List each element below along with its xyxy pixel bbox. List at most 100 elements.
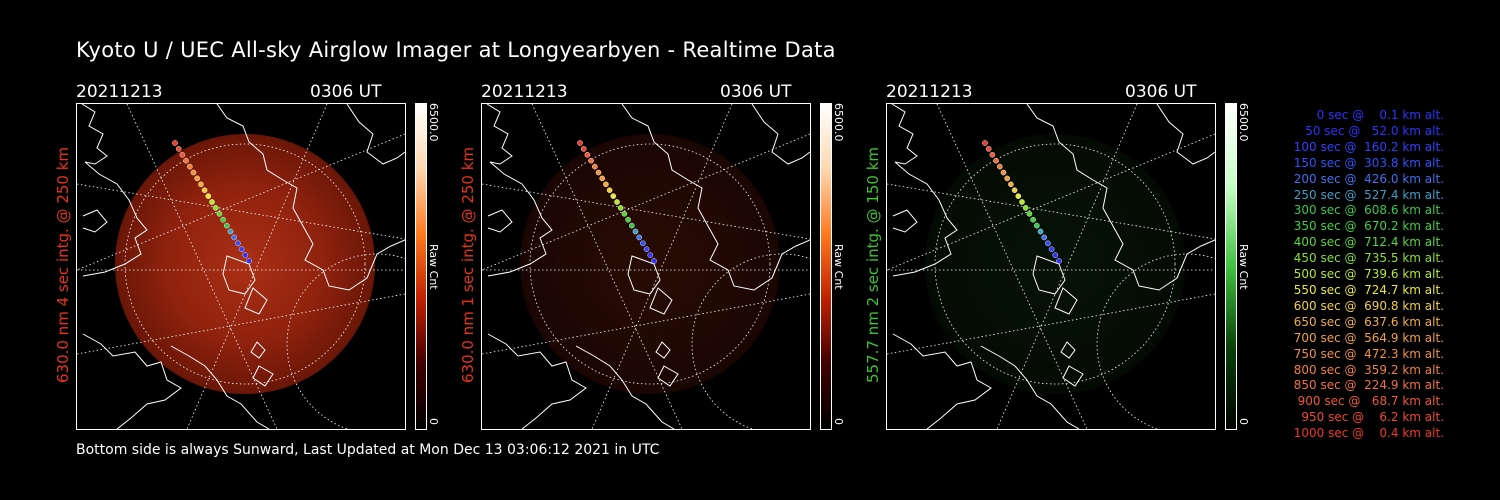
track-point <box>231 234 237 241</box>
panel-3-wavelength-label: 557.7 nm 2 sec intg. @ 150 km <box>864 146 882 384</box>
track-point <box>592 163 598 170</box>
panel-1-sky-image <box>76 103 406 430</box>
track-point <box>985 146 992 152</box>
track-point <box>595 169 602 176</box>
legend-row: 0 sec @ 0.1 km alt. <box>1305 108 1444 122</box>
legend-row: 50 sec @ 52.0 km alt. <box>1297 123 1444 138</box>
panel-2-colorbar <box>820 103 832 430</box>
legend-row: 500 sec @ 739.6 km alt. <box>1289 267 1444 282</box>
airglow-field <box>115 134 375 394</box>
legend-row: 350 sec @ 670.2 km alt. <box>1289 219 1444 234</box>
track-point <box>1045 240 1051 247</box>
coastline <box>657 365 679 387</box>
coastline <box>891 104 918 165</box>
coastline <box>892 161 958 277</box>
track-point <box>1026 211 1033 217</box>
sky-map-svg <box>482 104 810 429</box>
coastline <box>82 209 108 233</box>
legend-row: 200 sec @ 426.0 km alt. <box>1289 171 1444 186</box>
track-point <box>205 193 212 199</box>
panel-3-sky-image <box>886 103 1216 430</box>
coastline <box>222 255 256 295</box>
track-point <box>989 152 996 158</box>
panel-1-date: 20211213 <box>76 82 163 102</box>
track-point <box>1019 199 1025 205</box>
coastline <box>1026 104 1215 291</box>
panel-3-colorbar-label: Raw Cnt <box>1237 244 1250 290</box>
legend-row: 900 sec @ 68.7 km alt. <box>1293 394 1444 409</box>
track-point <box>223 222 230 229</box>
coastline <box>1032 255 1066 295</box>
track-point <box>1022 205 1029 211</box>
coastline <box>751 104 810 165</box>
track-point <box>997 163 1003 170</box>
panel-3-date: 20211213 <box>886 82 973 102</box>
grid-line <box>77 183 405 240</box>
coastline <box>892 333 992 429</box>
track-point <box>1015 193 1022 199</box>
airglow-field <box>520 134 780 394</box>
legend-row: 950 sec @ 6.2 km alt. <box>1297 410 1444 425</box>
coastline <box>487 209 513 233</box>
legend-row: 450 sec @ 735.5 km alt. <box>1289 251 1444 266</box>
panel-1-colorbar-label: Raw Cnt <box>427 244 440 290</box>
coastline <box>81 104 108 165</box>
track-point <box>172 140 178 146</box>
track-point <box>1000 169 1007 176</box>
legend-row: 300 sec @ 608.6 km alt. <box>1289 203 1444 218</box>
track-point <box>584 152 591 158</box>
track-point <box>183 157 189 164</box>
track-point <box>628 222 635 229</box>
legend-row: 150 sec @ 303.8 km alt. <box>1289 155 1444 170</box>
track-point <box>179 152 186 158</box>
track-point <box>227 228 234 235</box>
legend-row: 800 sec @ 359.2 km alt. <box>1289 362 1444 377</box>
sky-map-svg <box>887 104 1215 429</box>
grid-line <box>186 104 328 429</box>
coastline <box>216 104 405 291</box>
coastline <box>82 161 148 277</box>
panel-1-colorbar-max: 6500.0 <box>427 103 440 142</box>
track-point <box>625 216 631 223</box>
coastline <box>621 104 810 291</box>
panel-2-time: 0306 UT <box>720 82 792 102</box>
legend-row: 400 sec @ 712.4 km alt. <box>1289 235 1444 250</box>
track-point <box>220 216 226 223</box>
panel-2-colorbar-min: 0 <box>832 418 845 425</box>
track-point <box>209 199 215 205</box>
panel-3-colorbar-min: 0 <box>1237 418 1250 425</box>
track-point <box>175 146 182 152</box>
track-point <box>647 252 654 258</box>
legend-row: 650 sec @ 637.6 km alt. <box>1289 314 1444 329</box>
panel-2-colorbar-max: 6500.0 <box>832 103 845 142</box>
track-point <box>614 199 620 205</box>
panel-3-time: 0306 UT <box>1125 82 1197 102</box>
coastline <box>1062 365 1084 387</box>
legend-row: 250 sec @ 527.4 km alt. <box>1289 187 1444 202</box>
grid-line <box>482 183 810 240</box>
coastline <box>346 104 405 165</box>
track-point <box>610 193 617 199</box>
grid-line <box>887 183 1215 240</box>
track-point <box>187 163 193 170</box>
coastline <box>655 341 671 359</box>
track-point <box>198 181 204 188</box>
track-point <box>194 175 200 182</box>
airglow-field <box>925 134 1185 394</box>
page-title: Kyoto U / UEC All-sky Airglow Imager at … <box>76 38 836 62</box>
track-point <box>643 246 650 252</box>
panel-2-wavelength-label: 630.0 nm 1 sec intg. @ 250 km <box>459 146 477 384</box>
panel-2-date: 20211213 <box>481 82 568 102</box>
coastline <box>82 333 182 429</box>
track-point <box>599 175 605 182</box>
coastline <box>486 104 513 165</box>
track-point <box>617 205 624 211</box>
track-point <box>1033 222 1040 229</box>
track-point <box>651 258 657 264</box>
coastline <box>627 255 661 295</box>
track-point <box>580 146 587 152</box>
panel-1-time: 0306 UT <box>310 82 382 102</box>
legend-row: 550 sec @ 724.7 km alt. <box>1289 282 1444 297</box>
track-point <box>1008 181 1014 188</box>
track-point <box>212 205 219 211</box>
